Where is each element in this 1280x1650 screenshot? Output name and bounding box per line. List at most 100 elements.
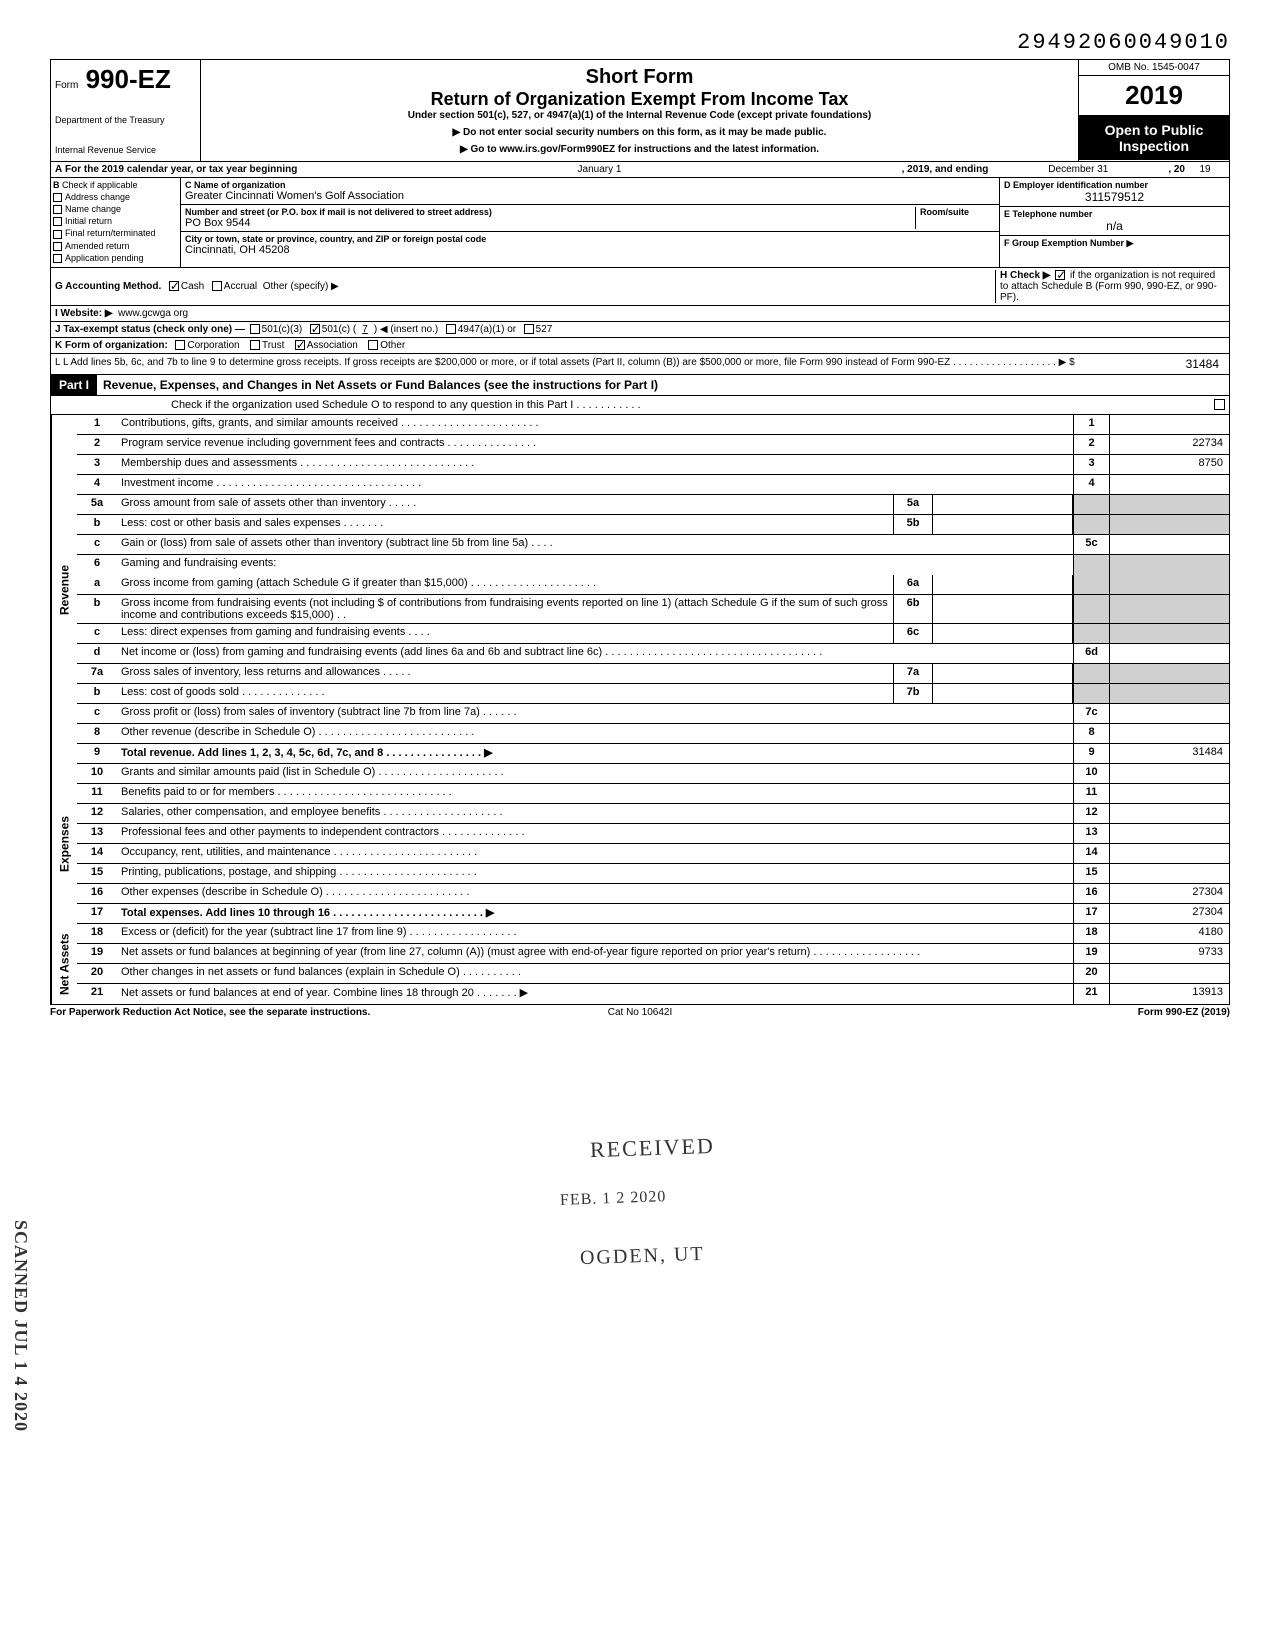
opt-amended-return[interactable]: Amended return <box>53 241 178 251</box>
line-5c: cGain or (loss) from sale of assets othe… <box>77 535 1229 555</box>
line-20-desc: Other changes in net assets or fund bala… <box>121 966 460 978</box>
checkbox-trust[interactable] <box>250 340 260 350</box>
line-16-desc: Other expenses (describe in Schedule O) <box>121 886 323 898</box>
line-13: 13Professional fees and other payments t… <box>77 824 1229 844</box>
row-l-gross-receipts: L L Add lines 5b, 6c, and 7b to line 9 t… <box>50 354 1230 375</box>
opt-initial-return-label: Initial return <box>65 216 112 226</box>
row-a-tax-year: A For the 2019 calendar year, or tax yea… <box>50 162 1230 178</box>
city-val: Cincinnati, OH 45208 <box>185 244 995 256</box>
checkbox-501c[interactable] <box>310 324 320 334</box>
expenses-group: Expenses 10Grants and similar amounts pa… <box>50 764 1230 924</box>
tax-year: 2019 <box>1079 76 1229 116</box>
line-7a-desc: Gross sales of inventory, less returns a… <box>121 666 380 678</box>
phone-section: E Telephone number n/a <box>1000 207 1229 236</box>
line-6b: bGross income from fundraising events (n… <box>77 595 1229 624</box>
part1-title: Revenue, Expenses, and Changes in Net As… <box>97 378 658 392</box>
line-8-desc: Other revenue (describe in Schedule O) <box>121 726 315 738</box>
checkbox-corporation[interactable] <box>175 340 185 350</box>
accrual-label: Accrual <box>224 281 257 292</box>
phone: n/a <box>1004 219 1225 233</box>
row-a-mid: , 2019, and ending <box>902 164 989 175</box>
line-9-val: 31484 <box>1109 744 1229 763</box>
line-2: 2Program service revenue including gover… <box>77 435 1229 455</box>
gross-receipts-value: 31484 <box>1105 357 1225 371</box>
association-label: Association <box>307 340 358 351</box>
checkbox-501c3[interactable] <box>250 324 260 334</box>
omb-number: OMB No. 1545-0047 <box>1079 60 1229 76</box>
c-label: C Name of organization <box>185 180 995 190</box>
checkbox-527[interactable] <box>524 324 534 334</box>
line-15-val <box>1109 864 1229 883</box>
line-4-val <box>1109 475 1229 494</box>
line-20: 20Other changes in net assets or fund ba… <box>77 964 1229 984</box>
name-column: C Name of organization Greater Cincinnat… <box>181 178 999 267</box>
opt-application-pending[interactable]: Application pending <box>53 253 178 263</box>
checkbox-accrual[interactable] <box>212 281 222 291</box>
row-j-tax-exempt: J Tax-exempt status (check only one) — 5… <box>50 322 1230 338</box>
other-org-label: Other <box>380 340 405 351</box>
expenses-side-label: Expenses <box>51 764 77 924</box>
form-number: Form 990-EZ <box>55 64 196 95</box>
line-6d-desc: Net income or (loss) from gaming and fun… <box>121 646 602 658</box>
opt-application-pending-label: Application pending <box>65 253 144 263</box>
opt-name-change[interactable]: Name change <box>53 204 178 214</box>
line-6c: cLess: direct expenses from gaming and f… <box>77 624 1229 644</box>
line-7b: bLess: cost of goods sold . . . . . . . … <box>77 684 1229 704</box>
line-16-val: 27304 <box>1109 884 1229 903</box>
identity-block: B Check if applicable Address change Nam… <box>50 178 1230 268</box>
line-6a: aGross income from gaming (attach Schedu… <box>77 575 1229 595</box>
line-8-val <box>1109 724 1229 743</box>
opt-address-change-label: Address change <box>65 192 130 202</box>
website-url: www.gcwga org <box>118 308 188 319</box>
line-14-val <box>1109 844 1229 863</box>
k-label: K Form of organization: <box>55 340 168 351</box>
line-12-desc: Salaries, other compensation, and employ… <box>121 806 380 818</box>
line-17-val: 27304 <box>1109 904 1229 923</box>
checkbox-other-org[interactable] <box>368 340 378 350</box>
ogden-stamp: OGDEN, UT <box>580 1243 705 1270</box>
line-1-desc: Contributions, gifts, grants, and simila… <box>121 417 398 429</box>
checkbox-schedule-o[interactable] <box>1214 399 1225 410</box>
line-9: 9Total revenue. Add lines 1, 2, 3, 4, 5c… <box>77 744 1229 764</box>
line-11-val <box>1109 784 1229 803</box>
line-10-desc: Grants and similar amounts paid (list in… <box>121 766 375 778</box>
line-18-desc: Excess or (deficit) for the year (subtra… <box>121 926 407 938</box>
org-name: Greater Cincinnati Women's Golf Associat… <box>185 190 995 202</box>
opt-address-change[interactable]: Address change <box>53 192 178 202</box>
checkbox-cash[interactable] <box>169 281 179 291</box>
net-assets-group: Net Assets 18Excess or (deficit) for the… <box>50 924 1230 1005</box>
line-12-val <box>1109 804 1229 823</box>
line-17-desc: Total expenses. Add lines 10 through 16 <box>121 907 330 919</box>
opt-final-return[interactable]: Final return/terminated <box>53 228 178 238</box>
line-12: 12Salaries, other compensation, and empl… <box>77 804 1229 824</box>
line-6c-desc: Less: direct expenses from gaming and fu… <box>121 626 405 638</box>
opt-initial-return[interactable]: Initial return <box>53 216 178 226</box>
line-18: 18Excess or (deficit) for the year (subt… <box>77 924 1229 944</box>
line-5b-desc: Less: cost or other basis and sales expe… <box>121 517 341 529</box>
ssn-warning: ▶ Do not enter social security numbers o… <box>211 127 1068 138</box>
corporation-label: Corporation <box>187 340 239 351</box>
opt-name-change-label: Name change <box>65 204 121 214</box>
group-exemption-section: F Group Exemption Number ▶ <box>1000 236 1229 251</box>
line-14: 14Occupancy, rent, utilities, and mainte… <box>77 844 1229 864</box>
line-4-desc: Investment income <box>121 477 213 489</box>
line-21-val: 13913 <box>1109 984 1229 1004</box>
line-5c-val <box>1109 535 1229 554</box>
g-label: G Accounting Method. <box>55 281 161 292</box>
line-19-val: 9733 <box>1109 944 1229 963</box>
line-14-desc: Occupancy, rent, utilities, and maintena… <box>121 846 331 858</box>
line-6b-desc: Gross income from fundraising events (no… <box>121 597 888 621</box>
end-date: December 31 <box>988 164 1168 175</box>
f-label: F Group Exemption Number ▶ <box>1004 238 1225 249</box>
checkbox-association[interactable] <box>295 340 305 350</box>
line-8: 8Other revenue (describe in Schedule O) … <box>77 724 1229 744</box>
checkbox-4947a1[interactable] <box>446 324 456 334</box>
line-3-desc: Membership dues and assessments <box>121 457 297 469</box>
check-column: B Check if applicable Address change Nam… <box>51 178 181 267</box>
line-11-desc: Benefits paid to or for members <box>121 786 274 798</box>
line-3: 3Membership dues and assessments . . . .… <box>77 455 1229 475</box>
line-5a: 5aGross amount from sale of assets other… <box>77 495 1229 515</box>
line-3-val: 8750 <box>1109 455 1229 474</box>
checkbox-schedule-b[interactable] <box>1055 270 1065 280</box>
room-label: Room/suite <box>920 207 995 217</box>
